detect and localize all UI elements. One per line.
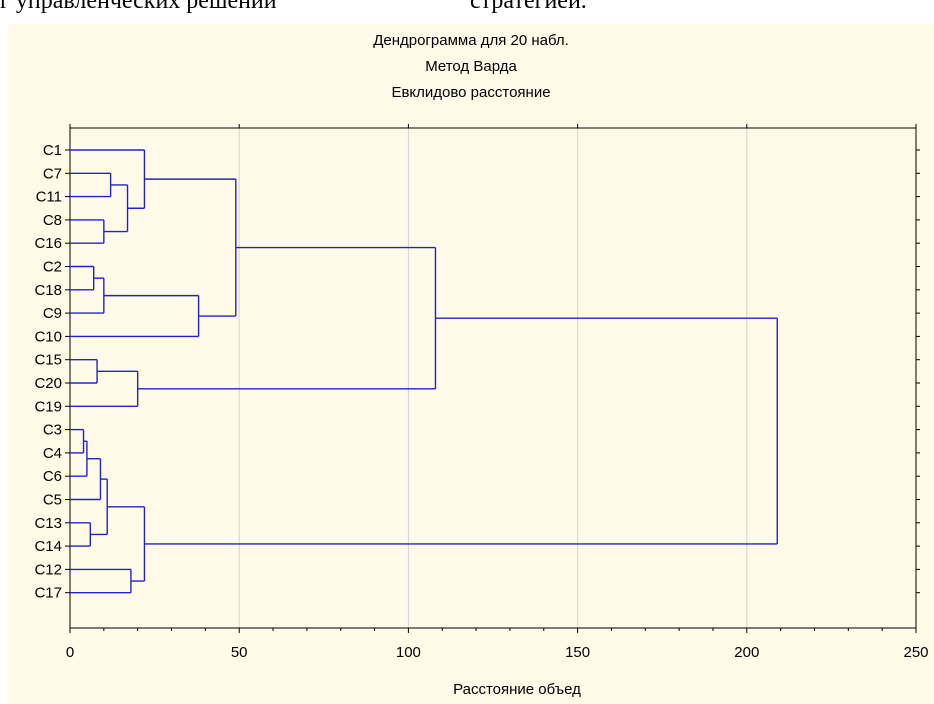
leaf-label: C17 (34, 585, 62, 602)
leaf-label: C15 (34, 352, 62, 369)
chart-subtitle: Метод Варда (425, 58, 517, 75)
leaf-label: C13 (34, 515, 62, 532)
chart-title: Дендрограмма для 20 набл. (373, 32, 569, 49)
leaf-label: C8 (43, 212, 62, 229)
leaf-label: C1 (43, 142, 62, 159)
x-tick-label: 200 (734, 644, 759, 661)
leaf-label: C11 (36, 189, 62, 206)
x-axis-label: Расстояние объед (453, 681, 581, 698)
leaf-label: C14 (34, 538, 62, 555)
leaf-label: C19 (34, 398, 62, 415)
leaf-label: C7 (43, 165, 62, 182)
dendrogram-chart: Дендрограмма для 20 набл. Метод Варда Евкл… (34, 32, 928, 698)
x-tick-label: 250 (903, 644, 928, 661)
page-text-left: г управленческих решений (0, 0, 277, 14)
chart-subtitle: Евклидово расстояние (391, 84, 550, 101)
leaf-label: C4 (43, 445, 62, 462)
leaf-label: C12 (34, 561, 62, 578)
leaf-label: C16 (34, 235, 62, 252)
x-tick-label: 150 (565, 644, 590, 661)
leaf-label: C5 (43, 492, 62, 509)
x-tick-label: 50 (231, 644, 248, 661)
leaf-label: C3 (43, 422, 62, 439)
x-tick-label: 100 (396, 644, 421, 661)
plot-frame (69, 127, 917, 629)
leaf-label: C20 (34, 375, 62, 392)
leaf-label: C9 (43, 305, 62, 322)
x-tick-label: 0 (66, 644, 74, 661)
leaf-label: C2 (43, 259, 62, 276)
chart-panel: Дендрограмма для 20 набл. Метод Варда Евкл… (8, 24, 934, 704)
page-text-fragment: г управленческих решений стратегией. (0, 0, 934, 24)
leaf-label: C6 (43, 468, 62, 485)
page-text-right: стратегией. (470, 0, 587, 14)
leaf-label: C18 (34, 282, 62, 299)
leaf-label: C10 (34, 328, 62, 345)
